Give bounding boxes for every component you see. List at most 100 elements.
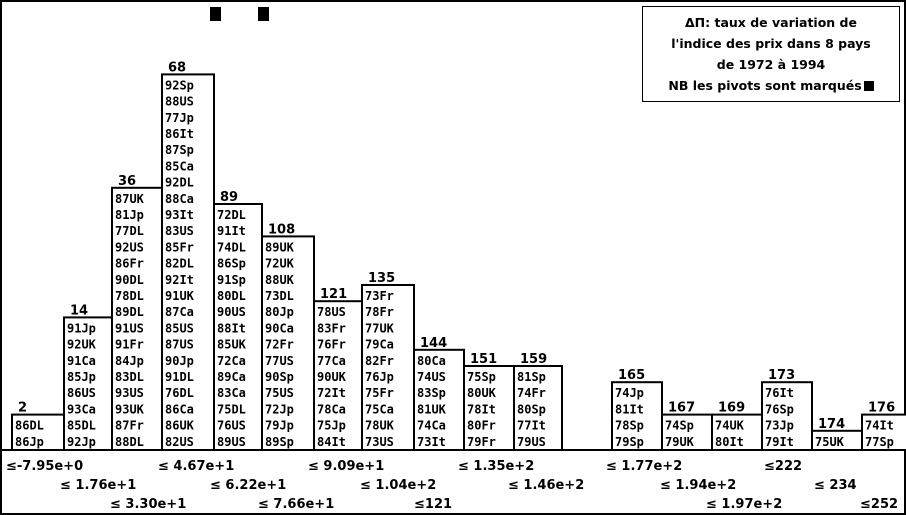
bar-item-label: 77It — [517, 419, 546, 433]
bar-item-label: 80Sp — [517, 402, 546, 416]
class-bound-label: ≤ 1.94e+2 — [660, 478, 736, 493]
bar-item-label: 74US — [417, 370, 446, 384]
bar-item-label: 74DL — [217, 240, 246, 254]
bar-item-label: 85Fr — [165, 240, 194, 254]
class-bound-label: ≤ 9.09e+1 — [308, 459, 384, 474]
cumulative-count-label: 174 — [818, 417, 845, 432]
bar-item-label: 78UK — [365, 419, 395, 433]
legend-line-4-text: NB les pivots sont marqués — [668, 78, 862, 93]
bar-item-label: 78US — [317, 305, 346, 319]
bar-item-label: 91UK — [165, 289, 195, 303]
bar-item-label: 75Sp — [467, 370, 496, 384]
histogram-bar — [213, 203, 263, 451]
cumulative-count-label: 167 — [668, 401, 695, 416]
class-bound-label: ≤ 1.77e+2 — [606, 459, 682, 474]
bar-item-label: 73DL — [265, 289, 294, 303]
bar-item-label: 91Fr — [115, 338, 144, 352]
cumulative-count-label: 14 — [70, 303, 88, 318]
bar-item-label: 93US — [115, 386, 144, 400]
bar-item-label: 90DL — [115, 273, 144, 287]
cumulative-count-label: 176 — [868, 401, 895, 416]
bar-item-label: 91DL — [165, 370, 194, 384]
bar-item-label: 87Sp — [165, 143, 194, 157]
bar-item-label: 81Jp — [115, 208, 144, 222]
pivot-marker-icon — [863, 81, 874, 91]
class-bound-label: ≤ 3.30e+1 — [110, 497, 186, 512]
class-bound-label: ≤ 6.22e+1 — [210, 478, 286, 493]
bar-item-label: 76Fr — [317, 338, 346, 352]
legend: ΔΠ: taux de variation de l'indice des pr… — [642, 6, 900, 102]
bar-item-label: 78Ca — [317, 402, 346, 416]
bar-item-label: 79Jp — [265, 419, 294, 433]
histogram-bar — [111, 186, 163, 452]
bar-item-label: 75UK — [815, 435, 845, 449]
bar-item-label: 73Fr — [365, 289, 394, 303]
histogram-bar — [513, 365, 563, 451]
bar-item-label: 80DL — [217, 289, 246, 303]
bar-item-label: 92Jp — [67, 435, 96, 449]
bar-item-label: 80Ca — [417, 354, 446, 368]
bar-item-label: 79UK — [665, 435, 695, 449]
class-bound-label: ≤ 4.67e+1 — [158, 459, 234, 474]
bar-item-label: 89Sp — [265, 435, 294, 449]
legend-line-3: de 1972 à 1994 — [716, 57, 826, 72]
cumulative-count-label: 108 — [268, 222, 295, 237]
bar-item-label: 77Ca — [317, 354, 346, 368]
bar-item-label: 83Fr — [317, 321, 346, 335]
bar-item-label: 90Sp — [265, 370, 294, 384]
bar-item-label: 82US — [165, 435, 194, 449]
cumulative-count-label: 36 — [118, 174, 136, 189]
bar-item-label: 89DL — [115, 305, 144, 319]
bar-item-label: 77Sp — [865, 435, 894, 449]
bar-item-label: 87US — [165, 338, 194, 352]
bar-item-label: 91Jp — [67, 321, 96, 335]
bar-item-label: 86It — [165, 127, 194, 141]
bar-item-label: 79US — [517, 435, 546, 449]
bar-item-label: 78Fr — [365, 305, 394, 319]
bar-item-label: 82DL — [165, 257, 194, 271]
class-bound-label: ≤121 — [414, 497, 452, 512]
bar-item-label: 88Ca — [165, 192, 194, 206]
class-bound-label: ≤252 — [860, 497, 898, 512]
bar-item-label: 79Fr — [467, 435, 496, 449]
bar-item-label: 86Sp — [217, 257, 246, 271]
bar-item-label: 78It — [467, 402, 496, 416]
bar-item-label: 74It — [865, 419, 894, 433]
cumulative-count-label: 165 — [618, 368, 645, 383]
bar-item-label: 75US — [265, 386, 294, 400]
bar-item-label: 75DL — [217, 402, 246, 416]
bar-item-label: 79Ca — [365, 338, 394, 352]
bar-item-label: 81Sp — [517, 370, 546, 384]
bar-item-label: 75Fr — [365, 386, 394, 400]
bar-item-label: 78DL — [115, 289, 144, 303]
bar-item-label: 87Ca — [165, 305, 194, 319]
cumulative-count-label: 151 — [470, 352, 497, 367]
bar-item-label: 80UK — [467, 386, 497, 400]
bar-item-label: 86UK — [165, 419, 195, 433]
bar-item-label: 73Jp — [765, 419, 794, 433]
bar-item-label: 91Ca — [67, 354, 96, 368]
bar-item-label: 79It — [765, 435, 794, 449]
bar-item-label: 89US — [217, 435, 246, 449]
bar-item-label: 74Sp — [665, 419, 694, 433]
cumulative-count-label: 169 — [718, 401, 745, 416]
bar-item-label: 81UK — [417, 402, 447, 416]
class-bound-label: ≤ 234 — [814, 478, 857, 493]
class-bound-label: ≤ 1.35e+2 — [458, 459, 534, 474]
bar-item-label: 74UK — [715, 419, 745, 433]
bar-item-label: 83DL — [115, 370, 144, 384]
bar-item-label: 80Fr — [467, 419, 496, 433]
histogram-bar — [661, 413, 713, 452]
bar-item-label: 93Ca — [67, 402, 96, 416]
bar-item-label: 85Jp — [67, 370, 96, 384]
bar-item-label: 85DL — [67, 419, 96, 433]
bar-item-label: 74Ca — [417, 419, 446, 433]
bar-item-label: 90US — [217, 305, 246, 319]
bar-item-label: 92It — [165, 273, 194, 287]
cumulative-count-label: 2 — [18, 401, 27, 416]
bar-item-label: 86DL — [15, 419, 44, 433]
bar-item-label: 72It — [317, 386, 346, 400]
bar-item-label: 73It — [417, 435, 446, 449]
